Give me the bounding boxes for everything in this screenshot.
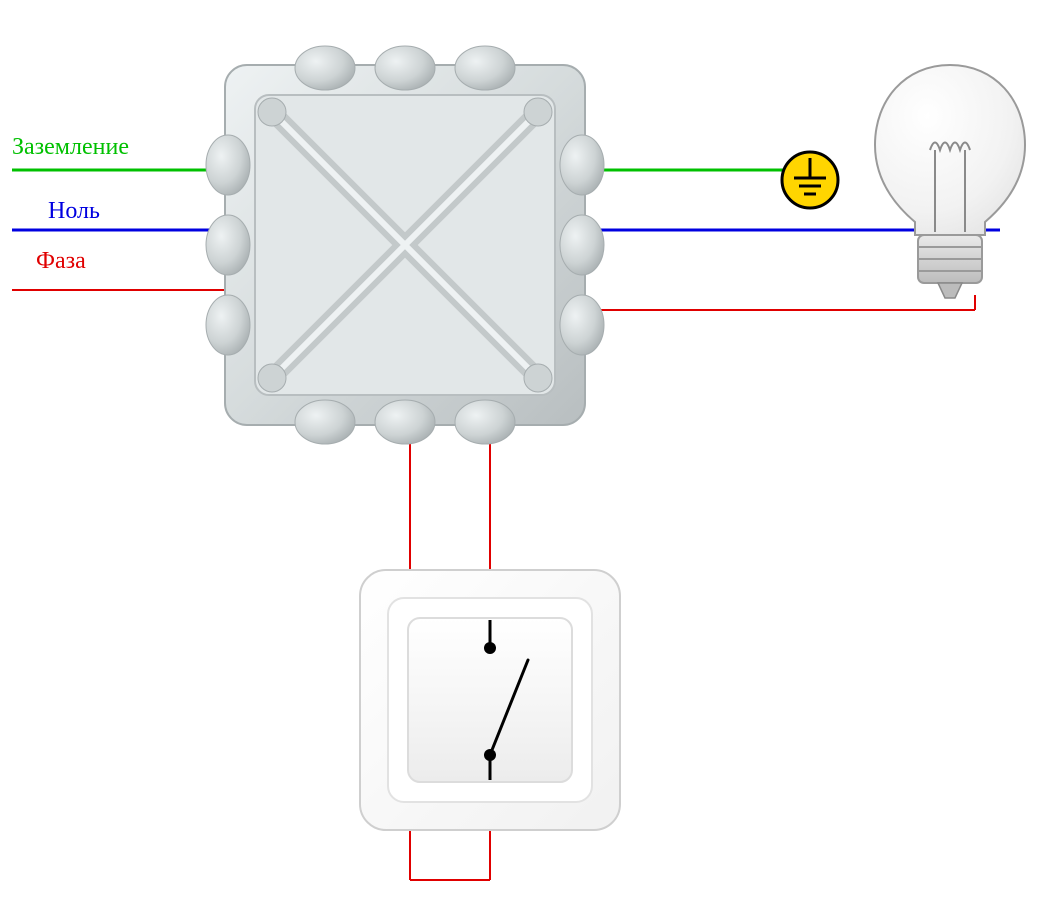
junction-box <box>206 46 604 444</box>
wall-switch <box>360 570 620 830</box>
light-bulb-icon <box>875 65 1025 298</box>
ground-symbol-icon <box>782 152 838 208</box>
wiring-diagram: Заземление Ноль Фаза <box>0 0 1049 921</box>
diagram-svg <box>0 0 1049 921</box>
